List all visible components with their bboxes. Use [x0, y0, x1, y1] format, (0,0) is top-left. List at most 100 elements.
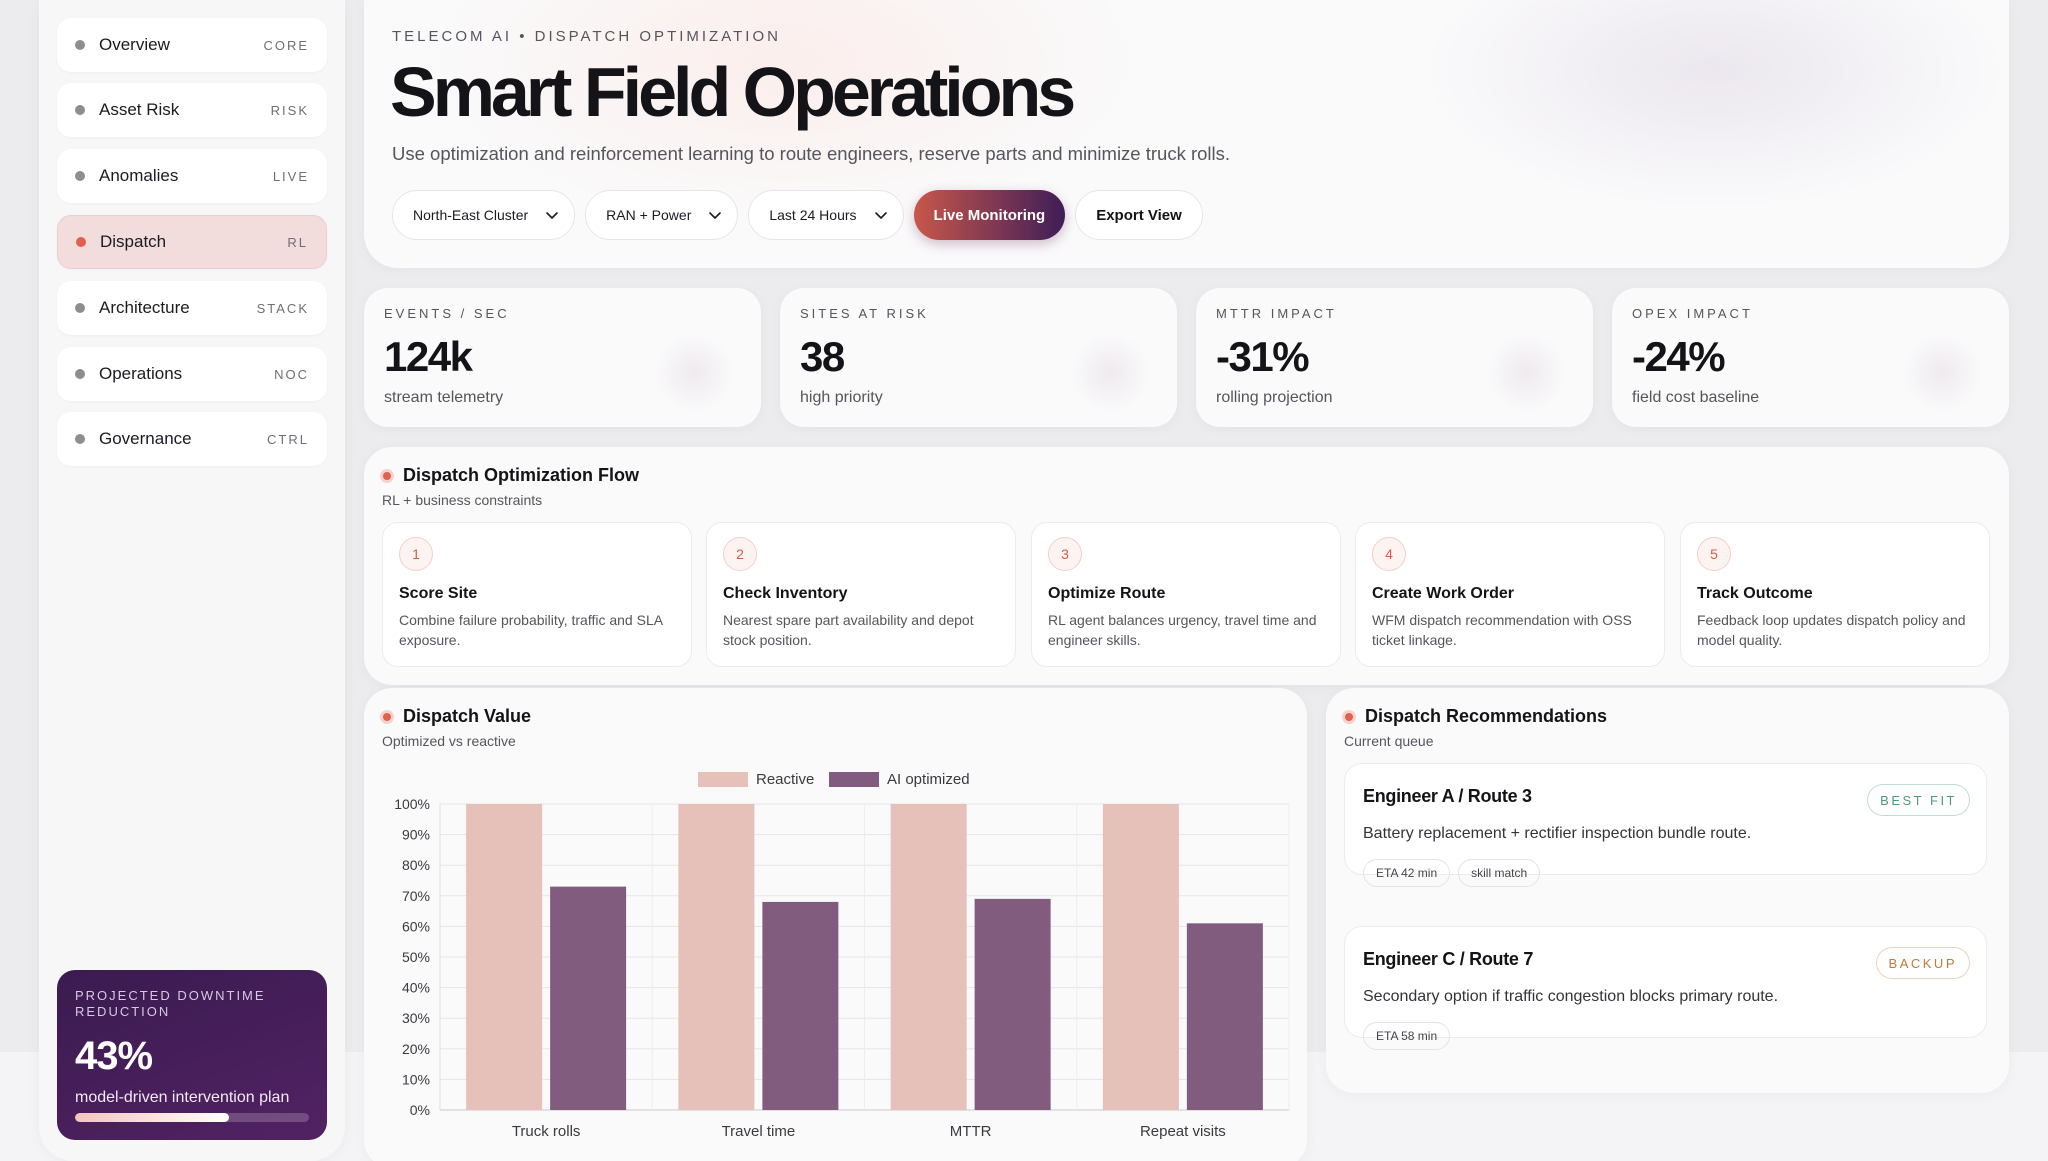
step-title: Optimize Route [1048, 585, 1166, 602]
legend-label: Reactive [756, 771, 814, 788]
sidebar-item-anomalies[interactable]: Anomalies LIVE [57, 149, 327, 203]
sidebar-item-label: Operations [99, 364, 183, 383]
x-tick-label: MTTR [950, 1123, 992, 1140]
time-range-select-value: Last 24 Hours [769, 207, 857, 223]
kpi-value: 124k [384, 333, 473, 380]
x-tick-label: Repeat visits [1140, 1123, 1226, 1140]
eta-chip: ETA 58 min [1363, 1022, 1451, 1050]
promo-progress-fill [75, 1113, 230, 1122]
sidebar-item-tag: NOC [274, 366, 309, 382]
live-monitoring-button[interactable]: Live Monitoring [913, 190, 1066, 240]
legend-swatch [829, 772, 879, 787]
bullet-icon [75, 369, 85, 379]
y-tick-label: 10% [402, 1071, 430, 1087]
status-dot-icon [380, 468, 394, 483]
sidebar-item-tag: RL [287, 234, 308, 250]
recommendation-title: Engineer A / Route 3 [1363, 786, 1532, 806]
dispatch-value-panel: Dispatch Value Optimized vs reactive 0% 1… [364, 688, 1307, 1161]
status-dot-icon [380, 709, 394, 724]
kpi-label: Opex impact [1632, 306, 1753, 321]
status-dot-icon [1342, 709, 1356, 724]
bar-reactive [678, 804, 755, 1110]
sidebar-item-tag: CTRL [267, 431, 309, 447]
step-title: Create Work Order [1372, 585, 1514, 602]
bullet-icon [76, 237, 86, 247]
step-number: 2 [723, 537, 757, 571]
sidebar-item-label: Architecture [99, 298, 190, 317]
flow-step-check-inventory: 2 Check Inventory Nearest spare part ava… [706, 522, 1016, 667]
x-tick-label: Truck rolls [512, 1123, 581, 1140]
sidebar-item-tag: LIVE [272, 168, 309, 184]
kpi-card-events: Events / sec 124k stream telemetry [364, 288, 761, 427]
chevron-down-icon [546, 212, 558, 219]
recommendation-card[interactable]: Engineer A / Route 3 BEST FIT Battery re… [1344, 763, 1987, 887]
sidebar: Overview CORE Asset Risk RISK Anomalies … [39, 0, 345, 1161]
flow-step-score-site: 1 Score Site Combine failure probability… [382, 522, 692, 667]
sidebar-item-label: Overview [99, 35, 170, 54]
export-view-button[interactable]: Export View [1075, 190, 1203, 240]
sidebar-item-label: Governance [99, 429, 192, 448]
step-number: 5 [1697, 537, 1731, 571]
y-tick-label: 20% [402, 1041, 430, 1057]
step-description: Nearest spare part availability and depo… [723, 612, 974, 648]
skill-chip: skill match [1458, 859, 1541, 887]
domain-select-value: RAN + Power [606, 207, 692, 223]
step-description: Combine failure probability, traffic and… [399, 612, 663, 648]
step-description: WFM dispatch recommendation with OSS tic… [1372, 612, 1632, 648]
y-tick-label: 50% [402, 949, 430, 965]
bar-reactive [1102, 804, 1179, 1110]
sidebar-item-architecture[interactable]: Architecture STACK [57, 281, 327, 335]
time-range-select[interactable]: Last 24 Hours [748, 190, 904, 240]
bullet-icon [75, 171, 85, 181]
dispatch-flow-panel: Dispatch Optimization Flow RL + business… [364, 447, 2009, 685]
flow-step-create-work-order: 4 Create Work Order WFM dispatch recomme… [1355, 522, 1665, 667]
bullet-icon [75, 40, 85, 50]
kpi-value: 38 [800, 333, 845, 380]
domain-select[interactable]: RAN + Power [585, 190, 739, 240]
dispatch-value-chart: 0% 10% 20% 30% 40% 50% 60% 70% 80% 90% 100% Truck r… [394, 771, 1290, 1140]
sidebar-item-governance[interactable]: Governance CTRL [57, 412, 327, 466]
bar-ai-optimized [1186, 923, 1263, 1110]
recommendation-title: Engineer C / Route 7 [1363, 949, 1534, 969]
kpi-value: -24% [1632, 333, 1726, 380]
page-subtitle: Use optimization and reinforcement learn… [392, 143, 1231, 164]
bar-reactive [466, 804, 543, 1110]
recommendation-card[interactable]: Engineer C / Route 7 BACKUP Secondary op… [1344, 926, 1987, 1050]
kpi-sub: high priority [800, 389, 883, 406]
bar-ai-optimized [974, 898, 1051, 1110]
cluster-select[interactable]: North-East Cluster [392, 190, 576, 240]
y-tick-label: 40% [402, 980, 430, 996]
y-tick-label: 0% [410, 1102, 430, 1118]
sidebar-item-overview[interactable]: Overview CORE [57, 18, 327, 72]
sidebar-item-dispatch[interactable]: Dispatch RL [57, 215, 327, 269]
bullet-icon [75, 105, 85, 115]
legend-swatch [698, 772, 748, 787]
kpi-sub: stream telemetry [384, 389, 504, 406]
sidebar-item-label: Anomalies [99, 166, 179, 185]
kpi-label: Events / sec [384, 306, 510, 321]
cluster-select-value: North-East Cluster [413, 207, 529, 223]
chevron-down-icon [874, 212, 887, 219]
sidebar-item-label: Asset Risk [99, 100, 180, 119]
step-title: Track Outcome [1697, 585, 1813, 602]
hero-header: TELECOM AI • DISPATCH OPTIMIZATION Smart… [364, 0, 2009, 268]
sidebar-item-tag: CORE [263, 37, 309, 53]
y-tick-label: 30% [402, 1010, 430, 1026]
bar-reactive [890, 804, 967, 1110]
promo-value: 43% [75, 1034, 153, 1078]
flow-step-optimize-route: 3 Optimize Route RL agent balances urgen… [1031, 522, 1341, 667]
kpi-label: Sites at risk [800, 306, 929, 321]
step-title: Score Site [399, 585, 478, 602]
filter-controls: North-East Cluster RAN + Power Last 24 H… [392, 190, 1203, 240]
promo-progress-bar [75, 1113, 309, 1122]
y-tick-label: 100% [394, 796, 430, 812]
sidebar-item-operations[interactable]: Operations NOC [57, 347, 327, 401]
y-tick-label: 80% [402, 857, 430, 873]
panel-header: Dispatch Value [380, 706, 531, 727]
sidebar-item-label: Dispatch [100, 232, 167, 251]
sidebar-item-tag: RISK [270, 102, 309, 118]
backup-badge: BACKUP [1875, 947, 1970, 979]
panel-title: Dispatch Recommendations [1365, 706, 1608, 726]
sidebar-item-asset-risk[interactable]: Asset Risk RISK [57, 83, 327, 137]
panel-title: Dispatch Optimization Flow [403, 465, 640, 485]
